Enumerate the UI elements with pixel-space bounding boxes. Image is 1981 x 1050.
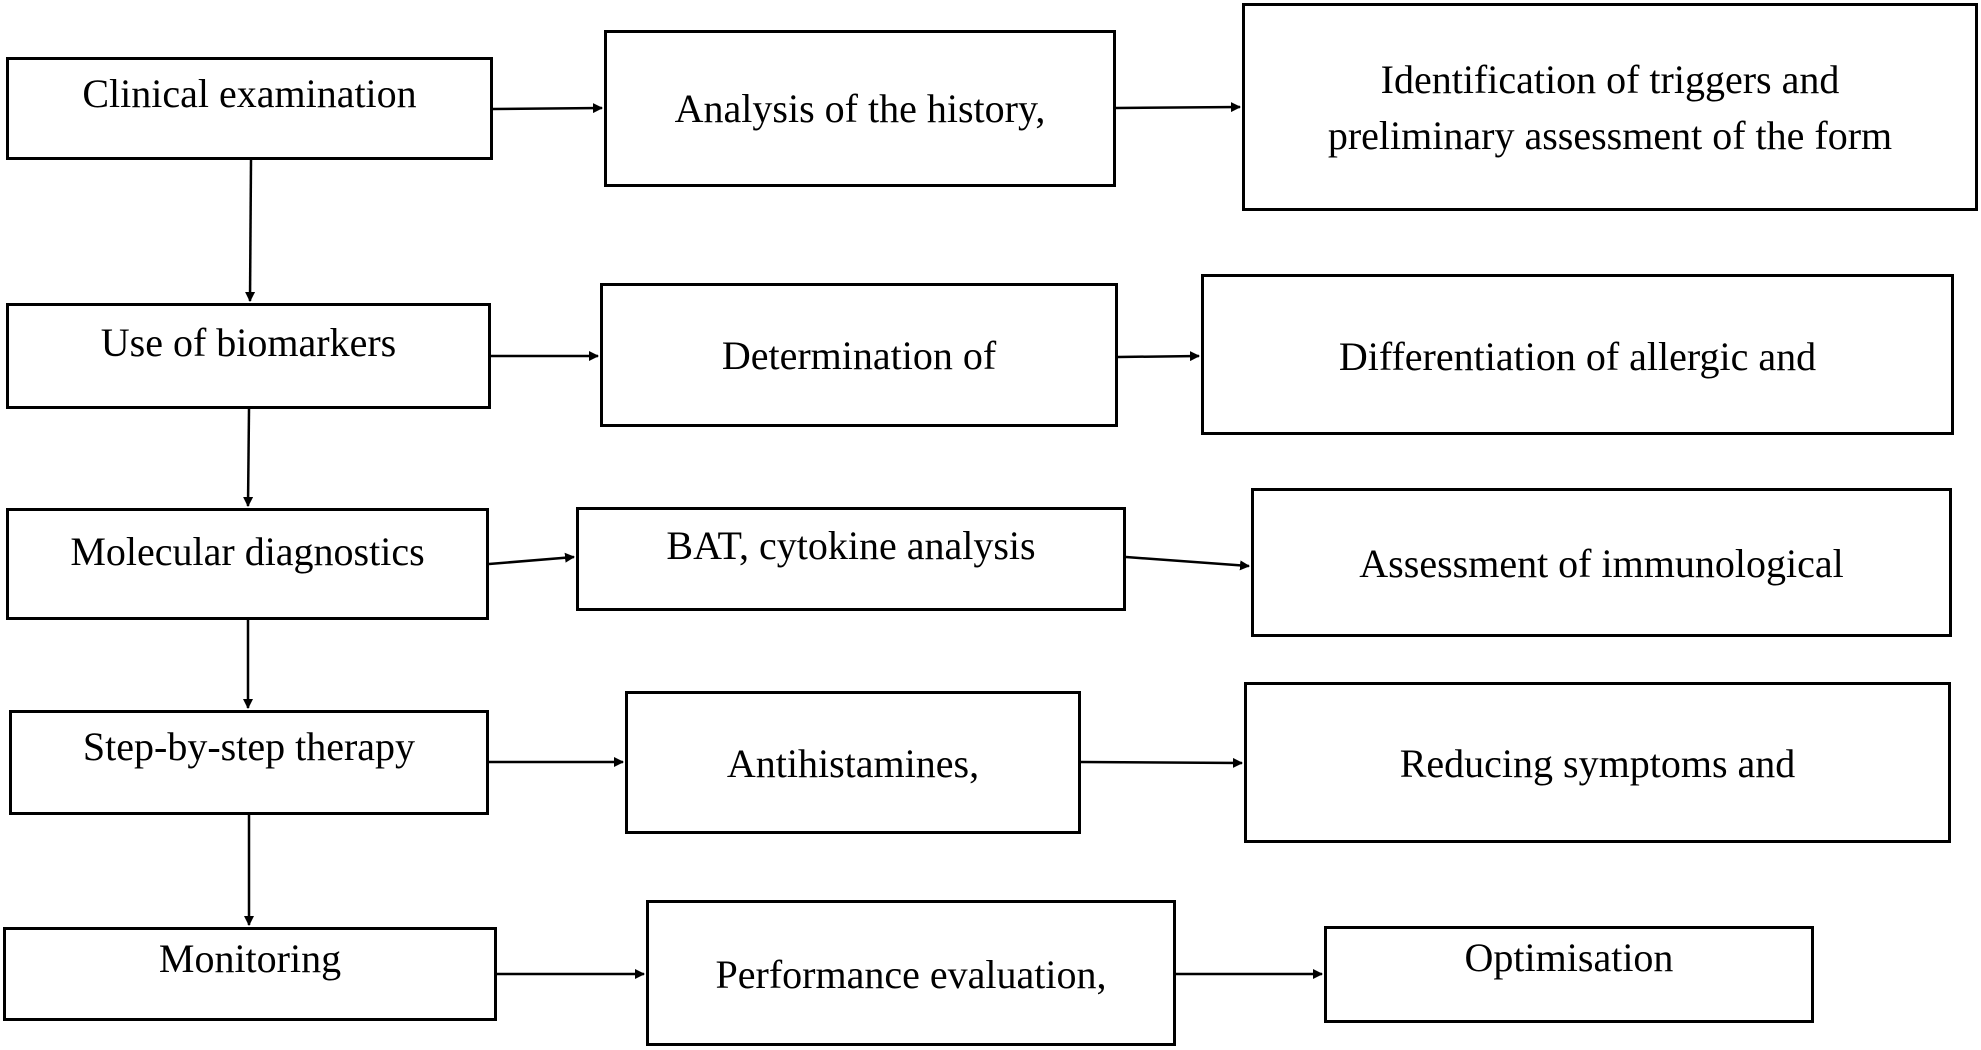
action-label: Performance evaluation,	[715, 952, 1107, 997]
step-label: Step-by-step therapy	[82, 724, 416, 769]
outcome-label-line-1: Optimisation	[1464, 935, 1674, 980]
action-box-history-analysis: Analysis of the history,	[604, 30, 1116, 187]
step-label: Use of biomarkers	[100, 320, 397, 365]
step-box-clinical-examination: Clinical examination	[6, 57, 493, 160]
arrow-r3-action-outcome	[1125, 555, 1250, 571]
outcome-box-immunological: Assessment of immunological	[1251, 488, 1952, 637]
outcome-label-line-1: Reducing symptoms and	[1399, 741, 1796, 786]
step-box-monitoring: Monitoring	[3, 927, 497, 1021]
outcome-label-line-1: Identification of triggers and	[1380, 57, 1840, 102]
arrow-r1-action-outcome	[1115, 102, 1241, 113]
outcome-label-line-2: preliminary assessment of the form	[1327, 113, 1893, 158]
outcome-box-optimisation: Optimisation	[1324, 926, 1814, 1023]
step-label: Clinical examination	[82, 71, 417, 116]
arrow-r3-step-action	[488, 552, 575, 566]
outcome-box-triggers: Identification of triggers and prelimina…	[1242, 3, 1978, 211]
outcome-box-differentiation: Differentiation of allergic and	[1201, 274, 1954, 435]
step-label: Monitoring	[158, 936, 342, 981]
arrow-down-1	[245, 159, 256, 302]
step-label: Molecular diagnostics	[70, 529, 425, 574]
arrow-r1-step-action	[492, 103, 603, 114]
action-box-determination: Determination of	[600, 283, 1118, 427]
step-box-molecular-diagnostics: Molecular diagnostics	[6, 508, 489, 620]
arrow-down-2	[243, 408, 254, 507]
outcome-box-reducing-symptoms: Reducing symptoms and	[1244, 682, 1951, 843]
arrow-r4-action-outcome	[1080, 757, 1243, 768]
action-label: Analysis of the history,	[674, 86, 1046, 131]
step-box-therapy: Step-by-step therapy	[9, 710, 489, 815]
outcome-label-line-1: Differentiation of allergic and	[1338, 334, 1817, 379]
action-box-antihistamines: Antihistamines,	[625, 691, 1081, 834]
action-box-bat-cytokine: BAT, cytokine analysis	[576, 507, 1126, 611]
action-box-performance-evaluation: Performance evaluation,	[646, 900, 1176, 1046]
step-box-biomarkers: Use of biomarkers	[6, 303, 491, 409]
action-label: BAT, cytokine analysis	[666, 523, 1036, 568]
arrow-r2-action-outcome	[1117, 351, 1200, 362]
action-label: Determination of	[721, 333, 997, 378]
action-label: Antihistamines,	[726, 741, 980, 786]
outcome-label-line-1: Assessment of immunological	[1359, 541, 1844, 586]
